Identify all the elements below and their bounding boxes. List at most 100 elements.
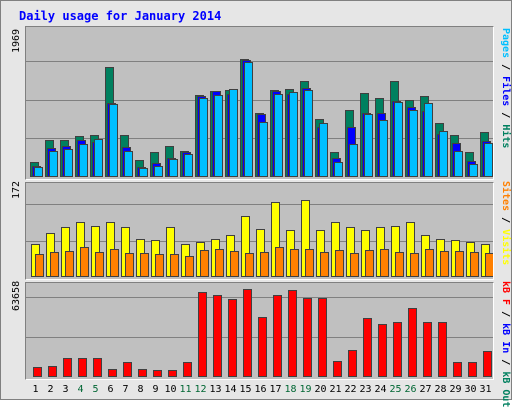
x-tick-label: 20	[314, 384, 327, 395]
bar-sites-day-6	[110, 249, 119, 277]
bar-sites-day-2	[50, 252, 59, 277]
bar-pages-day-24	[379, 120, 388, 177]
legend-entry: Sites	[500, 181, 511, 212]
bar-kb-f-day-18	[288, 290, 297, 377]
bar-sites-day-15	[245, 253, 254, 277]
visits-sites-panel	[25, 182, 494, 280]
bar-kb-f-day-30	[468, 362, 477, 377]
bar-pages-day-26	[409, 110, 418, 177]
bar-sites-day-16	[260, 252, 269, 277]
x-tick-label: 19	[299, 384, 312, 395]
bar-pages-day-4	[79, 144, 88, 177]
bar-pages-day-31	[484, 143, 493, 177]
bar-sites-day-20	[320, 252, 329, 277]
x-tick-label: 22	[344, 384, 357, 395]
bar-sites-day-7	[125, 253, 134, 277]
bar-pages-day-8	[139, 168, 148, 177]
bar-pages-day-25	[394, 102, 403, 177]
x-tick-label: 10	[164, 384, 177, 395]
bar-sites-day-21	[335, 250, 344, 277]
legend-entry: kB In	[500, 323, 511, 354]
bar-sites-day-11	[185, 256, 194, 277]
bar-kb-f-day-25	[393, 322, 402, 377]
bar-kb-f-day-4	[78, 358, 87, 377]
bar-pages-day-11	[184, 154, 193, 177]
bar-kb-f-day-7	[123, 362, 132, 377]
x-tick-label: 7	[122, 384, 129, 395]
x-tick-label: 6	[107, 384, 114, 395]
legend-entry: /	[500, 106, 511, 125]
grid-line	[26, 100, 493, 101]
bar-kb-f-day-13	[213, 295, 222, 377]
bar-pages-day-2	[49, 151, 58, 177]
x-tick-label: 21	[329, 384, 342, 395]
bar-sites-day-3	[65, 251, 74, 277]
x-tick-label: 26	[404, 384, 417, 395]
kbytes-panel	[25, 282, 494, 380]
bar-pages-day-6	[109, 104, 118, 177]
middle-legend: Sites / Visits	[495, 181, 511, 277]
bar-kb-f-day-23	[363, 318, 372, 377]
bar-sites-day-24	[380, 249, 389, 277]
bar-pages-day-17	[274, 94, 283, 177]
bar-sites-day-14	[230, 251, 239, 277]
bar-kb-f-day-28	[438, 322, 447, 377]
bar-pages-day-18	[289, 92, 298, 177]
grid-line	[26, 204, 493, 205]
bar-kb-f-day-3	[63, 358, 72, 377]
bar-kb-f-day-12	[198, 292, 207, 377]
bar-pages-day-12	[199, 98, 208, 177]
legend-entry: /	[500, 211, 511, 230]
legend-entry: kB Out	[500, 371, 511, 407]
bar-sites-day-13	[215, 249, 224, 277]
bar-kb-f-day-29	[453, 362, 462, 377]
bar-kb-f-day-8	[138, 369, 147, 377]
middle-ymax-label: 172	[11, 181, 22, 200]
bar-pages-day-27	[424, 103, 433, 177]
x-tick-label: 18	[284, 384, 297, 395]
bar-kb-f-day-11	[183, 362, 192, 377]
bar-sites-day-1	[35, 254, 44, 277]
bar-pages-day-28	[439, 131, 448, 177]
x-tick-label: 3	[62, 384, 69, 395]
legend-entry: kB F	[500, 281, 511, 306]
x-tick-label: 27	[419, 384, 432, 395]
bar-kb-f-day-19	[303, 298, 312, 377]
bar-kb-f-day-21	[333, 361, 342, 377]
bar-pages-day-29	[454, 151, 463, 177]
legend-entry: Hits	[500, 124, 511, 149]
x-tick-label: 23	[359, 384, 372, 395]
bar-kb-f-day-2	[48, 366, 57, 377]
bar-pages-day-22	[349, 144, 358, 177]
bar-pages-day-3	[64, 149, 73, 177]
x-tick-label: 9	[152, 384, 159, 395]
bar-pages-day-20	[319, 123, 328, 177]
legend-entry: /	[500, 305, 511, 324]
bar-kb-f-day-5	[93, 358, 102, 377]
x-tick-label: 4	[77, 384, 84, 395]
x-tick-label: 13	[209, 384, 222, 395]
bar-sites-day-4	[80, 247, 89, 277]
bar-kb-f-day-9	[153, 370, 162, 377]
legend-entry: Visits	[500, 229, 511, 266]
bar-sites-day-8	[140, 253, 149, 277]
bar-pages-day-16	[259, 122, 268, 177]
bar-sites-day-17	[275, 247, 284, 277]
x-tick-label: 8	[137, 384, 144, 395]
bottom-ymax-label: 63658	[11, 281, 22, 312]
bar-sites-day-27	[425, 249, 434, 277]
bar-pages-day-21	[334, 162, 343, 177]
bar-sites-day-18	[290, 249, 299, 277]
bar-kb-f-day-15	[243, 289, 252, 377]
grid-line	[26, 297, 493, 298]
bar-kb-f-day-1	[33, 367, 42, 377]
x-tick-label: 2	[47, 384, 54, 395]
legend-entry: Pages	[500, 28, 511, 59]
bar-sites-day-31	[485, 253, 493, 277]
x-tick-label: 12	[194, 384, 207, 395]
bar-kb-f-day-22	[348, 350, 357, 377]
top-legend: Pages / Files / Hits	[495, 28, 511, 178]
bar-pages-day-10	[169, 159, 178, 177]
bar-pages-day-14	[229, 89, 238, 177]
bar-kb-f-day-17	[273, 295, 282, 377]
